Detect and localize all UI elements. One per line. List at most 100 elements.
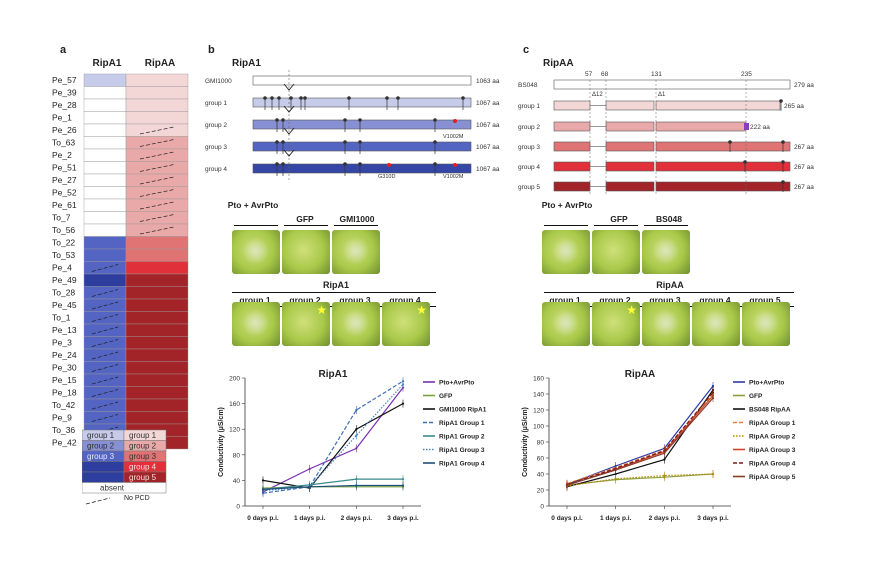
sequence-bar: [605, 161, 655, 172]
mutation-dot: [263, 96, 267, 100]
strain-label: Pe_13: [52, 325, 77, 335]
no-pcd-mark: [91, 339, 119, 347]
mutation-dot: [396, 96, 400, 100]
legend-label: RipAA Group 5: [749, 474, 796, 481]
leaf-image: ★: [282, 302, 330, 346]
panel-label-a: a: [60, 44, 67, 56]
legend-label: GFP: [439, 393, 453, 400]
mutation-dot: [433, 118, 437, 122]
strain-label: Pe_52: [52, 188, 77, 198]
truncation-marker: [744, 123, 749, 130]
star-icon: ★: [416, 303, 427, 317]
heatmap-grid: Pe_57 Pe_39 Pe_28 Pe_1 Pe_26 To_63 Pe_2 Pe_51 Pe…: [52, 73, 189, 450]
mutation-dot: [347, 96, 351, 100]
ripaa-conductivity-chart: RipAA 0 20 40 60 80 100 120 140 160 0 days p.i. 1 d…: [522, 369, 796, 522]
leaf-image: ★: [382, 302, 430, 346]
data-point: [355, 484, 358, 487]
mutation-dot: [275, 162, 279, 166]
data-point: [663, 474, 666, 477]
y-tick-label: 120: [533, 408, 544, 415]
data-point: [355, 478, 358, 481]
ripaa-cell: [125, 373, 189, 387]
ripa1-conductivity-chart: RipA1 0 40 80 120 160 200 0 days p.i. 1 days p.i…: [218, 369, 487, 522]
ripa1-cell: [83, 211, 127, 225]
ripaa-domain-diagram: 57 68 131 235 BS048 279 aa group 1 265 aa group …: [518, 71, 814, 194]
ripaa-cell: [125, 298, 189, 312]
ripaa-cell: [125, 123, 189, 137]
strain-label: Pe_28: [52, 100, 77, 110]
x-tick-label: 3 days p.i.: [387, 515, 419, 522]
y-tick-label: 0: [540, 504, 544, 511]
y-axis-label: Conductivity (µS/cm): [218, 407, 225, 477]
sequence-length: 279 aa: [794, 82, 814, 89]
ripaa-cell: [125, 223, 189, 237]
mutation-dot: [270, 96, 274, 100]
ripa1-cell: [83, 273, 127, 287]
mutation-dot: [358, 140, 362, 144]
strain-label: Pe_9: [52, 413, 72, 423]
sequence-bar: [605, 181, 655, 192]
mutation-dot: [781, 180, 785, 184]
leaf-image: [332, 230, 380, 274]
mutation-dot: [343, 162, 347, 166]
x-tick-label: 2 days p.i.: [341, 515, 373, 522]
mutation-dot: [358, 118, 362, 122]
ripaa-cell: [125, 286, 189, 300]
sequence-bar: [605, 100, 655, 111]
strain-label: To_56: [52, 225, 75, 235]
ripa1-cell: [83, 86, 127, 100]
data-point: [355, 434, 358, 437]
leaf-image: [232, 302, 280, 346]
ripaa-cell: [125, 361, 189, 375]
x-tick-label: 1 days p.i.: [294, 515, 326, 522]
data-point: [614, 477, 617, 480]
leaf-head-group3: group 3: [339, 295, 371, 305]
series-line: [566, 395, 714, 486]
series-line: [566, 389, 714, 488]
sequence-bar: [252, 163, 472, 174]
legend-label: absent: [100, 484, 125, 493]
mutation-dot: [433, 140, 437, 144]
strain-label: To_42: [52, 400, 75, 410]
mutation-dot: [275, 118, 279, 122]
no-pcd-mark: [91, 414, 119, 422]
leaf-head-group4: group 4: [699, 295, 731, 305]
sequence-bar: [655, 181, 791, 192]
legend-label: group 1: [87, 431, 115, 440]
ripaa-cell: [125, 111, 189, 125]
strain-label: Pe_49: [52, 275, 77, 285]
mutation-dot: [385, 96, 389, 100]
leaf-image: ★: [592, 302, 640, 346]
leaf-image: [542, 302, 590, 346]
leaf-head-group3: group 3: [649, 295, 681, 305]
sequence-length: 265 aa: [784, 103, 804, 110]
mutation-dot: [461, 96, 465, 100]
data-point: [663, 452, 666, 455]
no-pcd-mark: [91, 376, 119, 385]
series-line: [262, 484, 403, 490]
sequence-length: 1067 aa: [476, 166, 500, 173]
sequence-label: group 5: [518, 184, 540, 191]
ripaa-cell: [125, 311, 189, 325]
strain-label: Pe_1: [52, 113, 72, 123]
sequence-bar: [252, 75, 472, 86]
leaf-head-group4: group 4: [389, 295, 421, 305]
no-pcd-mark: [91, 264, 119, 272]
data-point: [308, 485, 311, 488]
series-line: [262, 383, 404, 492]
leaf-head-gmi1000: GMI1000: [339, 214, 375, 224]
insertion-chevron-icon: [283, 127, 295, 135]
sequence-bar: [553, 181, 591, 192]
series-line: [566, 385, 714, 485]
y-tick-label: 0: [236, 504, 240, 511]
ripaa-cell: [125, 323, 189, 337]
strain-label: Pe_30: [52, 363, 77, 373]
chart-title: RipAA: [625, 369, 656, 380]
series-line: [566, 473, 714, 487]
strain-label: Pe_57: [52, 75, 77, 85]
y-tick-label: 40: [537, 472, 545, 479]
sequence-label: group 4: [518, 164, 540, 171]
ripa1-cell: [83, 98, 127, 112]
sequence-bar: [605, 141, 655, 152]
series-line: [262, 478, 403, 490]
